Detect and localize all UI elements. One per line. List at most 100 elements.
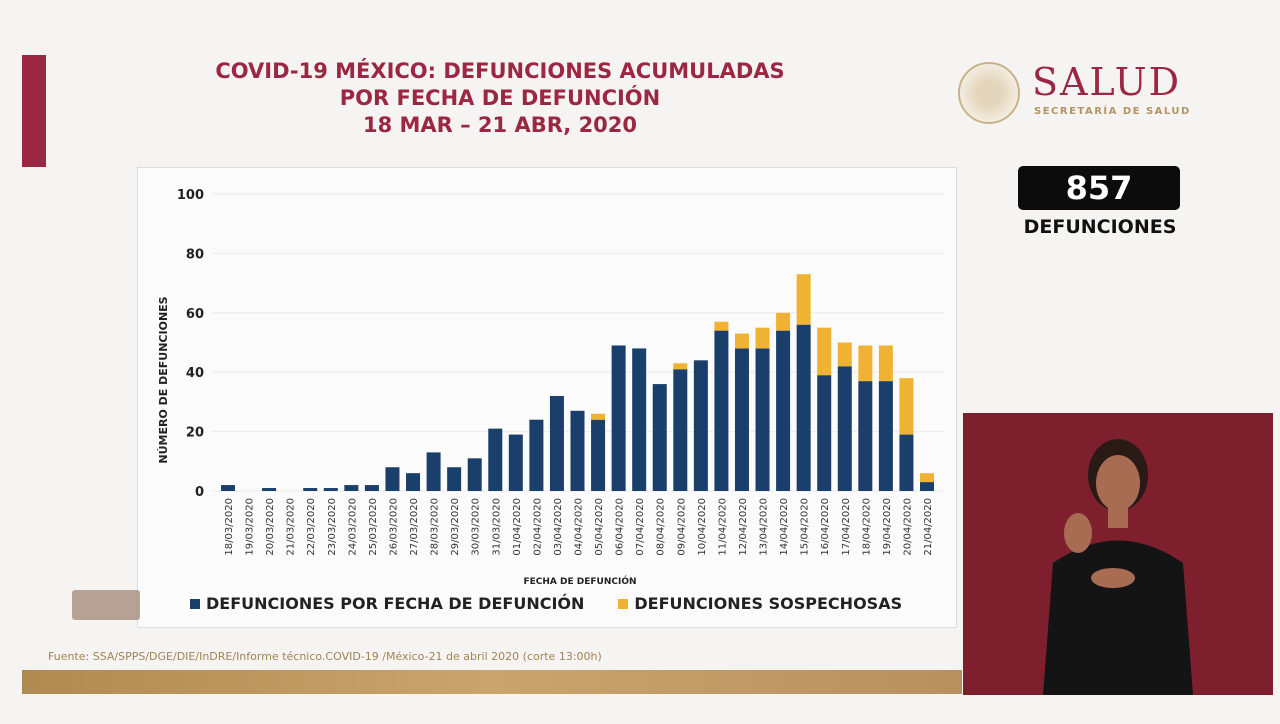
interpreter-figure-icon <box>1043 439 1193 695</box>
bar-confirmed <box>364 485 379 491</box>
bar-confirmed <box>817 375 832 491</box>
x-tick-label: 13/04/2020 <box>759 498 770 556</box>
bar-suspect <box>755 327 770 349</box>
bar-suspect <box>734 333 749 349</box>
x-tick-label: 05/04/2020 <box>594 498 605 556</box>
bar-confirmed <box>591 419 606 491</box>
x-tick-label: 22/03/2020 <box>306 498 317 556</box>
x-tick-label: 26/03/2020 <box>388 498 399 556</box>
x-tick-label: 08/04/2020 <box>656 498 667 556</box>
x-tick-label: 24/03/2020 <box>347 498 358 556</box>
x-axis-label: FECHA DE DEFUNCIÓN <box>523 575 636 587</box>
total-deaths-label: DEFUNCIONES <box>1023 216 1177 238</box>
bar-suspect <box>899 378 914 435</box>
source-note: Fuente: SSA/SPPS/DGE/DIE/InDRE/Informe t… <box>48 650 602 663</box>
x-tick-label: 14/04/2020 <box>779 498 790 556</box>
bar-confirmed <box>776 330 791 491</box>
legend-swatch <box>618 599 629 609</box>
bar-confirmed <box>221 485 235 491</box>
x-tick-label: 20/04/2020 <box>902 498 913 556</box>
bar-confirmed <box>611 345 626 491</box>
x-tick-label: 30/03/2020 <box>471 498 482 556</box>
bar-confirmed <box>734 348 749 491</box>
x-tick-label: 02/04/2020 <box>532 498 543 556</box>
bar-confirmed <box>673 369 688 491</box>
x-tick-label: 11/04/2020 <box>717 498 728 556</box>
bar-confirmed <box>262 488 277 491</box>
bar-suspect <box>591 413 606 420</box>
bar-confirmed <box>796 324 811 491</box>
bar-confirmed <box>693 360 708 491</box>
y-tick-label: 20 <box>186 426 204 441</box>
x-tick-label: 15/04/2020 <box>800 498 811 556</box>
title-line-2: POR FECHA DE DEFUNCIÓN <box>339 86 661 110</box>
legend-swatch <box>190 599 200 609</box>
y-tick-label: 100 <box>177 188 204 203</box>
bar-suspect <box>858 345 873 382</box>
bar-confirmed <box>385 467 400 491</box>
brand-subtitle: SECRETARÍA DE SALUD <box>1034 106 1191 117</box>
bar-confirmed <box>837 366 852 491</box>
bar-confirmed <box>447 467 462 491</box>
bar-suspect <box>673 363 688 370</box>
bar-confirmed <box>899 434 914 491</box>
bar-confirmed <box>632 348 647 491</box>
x-tick-label: 23/03/2020 <box>327 498 338 556</box>
bar-suspect <box>837 342 852 367</box>
bar-confirmed <box>344 485 359 491</box>
bar-confirmed <box>858 381 873 491</box>
x-tick-label: 06/04/2020 <box>615 498 626 556</box>
x-tick-label: 25/03/2020 <box>368 498 379 556</box>
bar-confirmed <box>488 428 503 491</box>
x-tick-label: 21/04/2020 <box>923 498 934 556</box>
x-tick-label: 16/04/2020 <box>820 498 831 556</box>
bar-confirmed <box>920 482 934 491</box>
x-tick-label: 29/03/2020 <box>450 498 461 556</box>
heritage-logo-icon <box>72 590 140 620</box>
bar-suspect <box>817 327 832 376</box>
title-line-1: COVID-19 MÉXICO: DEFUNCIONES ACUMULADAS <box>215 59 785 83</box>
bar-confirmed <box>878 381 893 491</box>
national-seal-icon <box>958 62 1020 124</box>
x-tick-label: 18/04/2020 <box>861 498 872 556</box>
x-tick-label: 01/04/2020 <box>512 498 523 556</box>
brand-name: SALUD <box>1032 60 1182 104</box>
x-tick-label: 19/04/2020 <box>882 498 893 556</box>
bar-confirmed <box>570 410 585 491</box>
bar-confirmed <box>755 348 770 491</box>
x-tick-label: 31/03/2020 <box>491 498 502 556</box>
legend-item-suspect: DEFUNCIONES SOSPECHOSAS <box>618 594 902 613</box>
x-tick-label: 07/04/2020 <box>635 498 646 556</box>
x-tick-label: 09/04/2020 <box>676 498 687 556</box>
x-tick-label: 17/04/2020 <box>841 498 852 556</box>
page-title: COVID-19 MÉXICO: DEFUNCIONES ACUMULADAS … <box>150 58 850 139</box>
bar-confirmed <box>529 419 544 491</box>
bar-suspect <box>878 345 893 382</box>
x-tick-label: 27/03/2020 <box>409 498 420 556</box>
bar-confirmed <box>426 452 441 491</box>
bar-suspect <box>776 312 791 331</box>
bar-suspect <box>714 321 729 331</box>
y-tick-label: 0 <box>195 485 204 500</box>
x-tick-label: 21/03/2020 <box>286 498 297 556</box>
bar-confirmed <box>508 434 523 491</box>
bar-confirmed <box>303 488 318 491</box>
bar-suspect <box>920 473 934 483</box>
y-tick-label: 40 <box>186 366 204 381</box>
chart-legend: DEFUNCIONES POR FECHA DE DEFUNCIÓN DEFUN… <box>190 594 902 613</box>
bar-confirmed <box>323 488 338 491</box>
bar-confirmed <box>714 330 729 491</box>
x-tick-label: 28/03/2020 <box>430 498 441 556</box>
footer-bar <box>22 670 962 694</box>
legend-label: DEFUNCIONES POR FECHA DE DEFUNCIÓN <box>206 594 585 613</box>
x-tick-label: 12/04/2020 <box>738 498 749 556</box>
x-tick-label: 04/04/2020 <box>574 498 585 556</box>
bar-confirmed <box>406 473 421 491</box>
bar-suspect <box>796 274 811 325</box>
y-axis-label: NÚMERO DE DEFUNCIONES <box>157 296 170 463</box>
legend-label: DEFUNCIONES SOSPECHOSAS <box>634 594 903 613</box>
total-deaths-value: 857 <box>1018 166 1180 210</box>
bar-confirmed <box>652 384 667 491</box>
sign-language-interpreter-video <box>963 413 1273 695</box>
